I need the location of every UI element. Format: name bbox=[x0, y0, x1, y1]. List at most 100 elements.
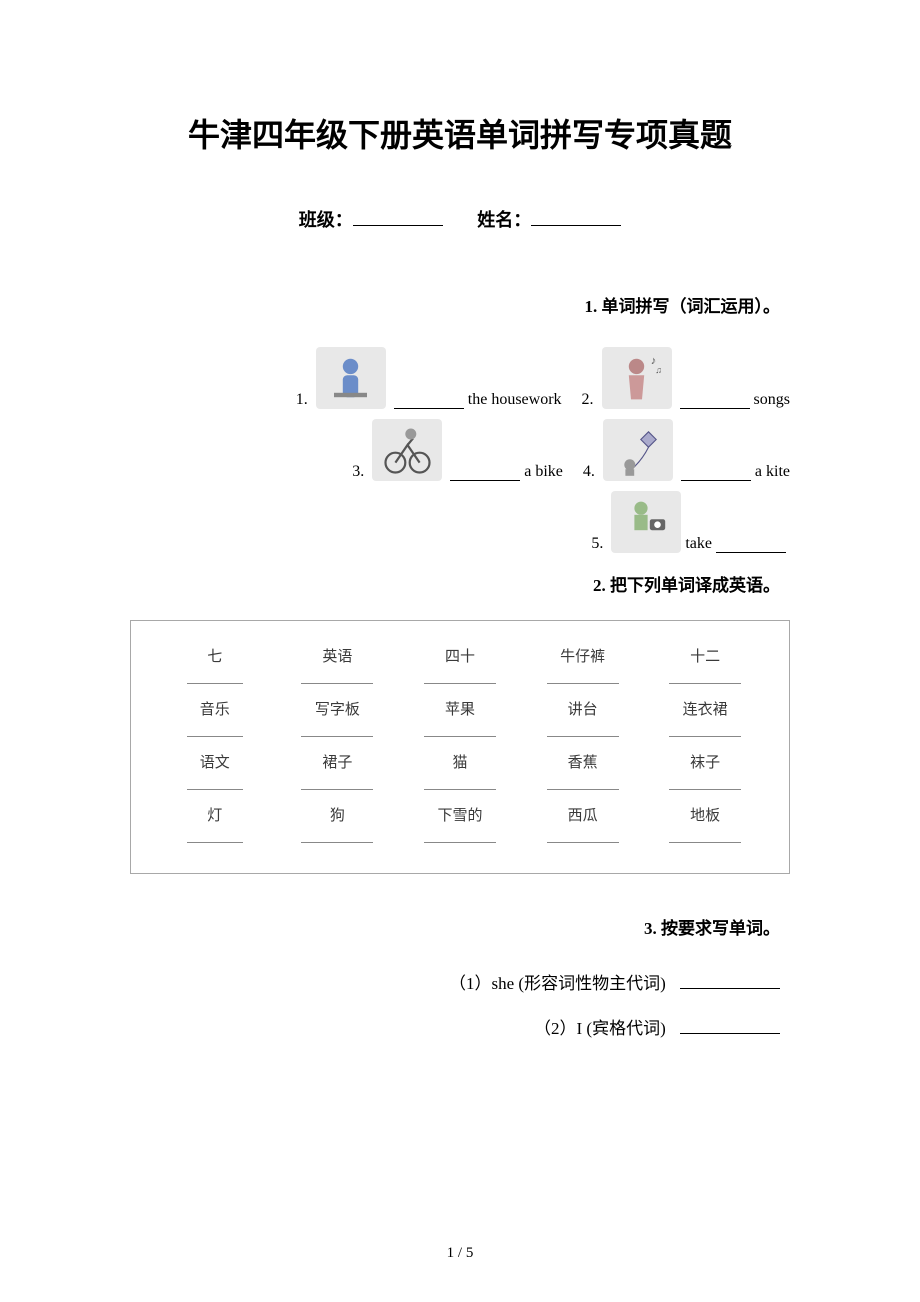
q2-row-2: 音乐 写字板 苹果 讲台 连衣裙 bbox=[161, 698, 759, 719]
q1-item-4: 4. a kite bbox=[583, 419, 790, 481]
header-fields: 班级： 姓名： bbox=[130, 206, 790, 232]
q2-cell: 音乐 bbox=[161, 698, 269, 719]
class-field: 班级： bbox=[299, 206, 443, 232]
q2-cell: 裙子 bbox=[284, 751, 392, 772]
q2-cell: 地板 bbox=[651, 804, 759, 825]
q2-table: 七 英语 四十 牛仔裤 十二 音乐 写字板 苹果 讲台 连衣裙 bbox=[161, 645, 759, 843]
q1-blank-2 bbox=[680, 393, 750, 409]
q2-row-4: 灯 狗 下雪的 西瓜 地板 bbox=[161, 804, 759, 825]
q2-row-1: 七 英语 四十 牛仔裤 十二 bbox=[161, 645, 759, 666]
q2-blank bbox=[284, 778, 392, 790]
q3-heading: 3. 按要求写单词。 bbox=[130, 914, 790, 939]
q2-cell: 下雪的 bbox=[406, 804, 514, 825]
q3-cn-2: (宾格代词) bbox=[586, 1019, 665, 1038]
q1-text-3: a bike bbox=[524, 463, 563, 481]
q2-cell: 猫 bbox=[406, 751, 514, 772]
q2-blank bbox=[161, 672, 269, 684]
q3-body: （1）she (形容词性物主代词) （2）I (宾格代词) bbox=[130, 969, 790, 1039]
q1-row-1: 1. the housework 2. ♪♫ songs bbox=[130, 347, 790, 409]
q1-text-5: take bbox=[685, 535, 712, 553]
q1-blank-3 bbox=[450, 465, 520, 481]
q2-cell: 灯 bbox=[161, 804, 269, 825]
q3-blank-1 bbox=[680, 973, 780, 989]
sing-icon: ♪♫ bbox=[602, 347, 672, 409]
class-blank bbox=[353, 208, 443, 226]
q2-box: 七 英语 四十 牛仔裤 十二 音乐 写字板 苹果 讲台 连衣裙 bbox=[130, 620, 790, 874]
q2-blank bbox=[284, 831, 392, 843]
q2-cell: 连衣裙 bbox=[651, 698, 759, 719]
q3-item-1: （1）she (形容词性物主代词) bbox=[130, 969, 780, 994]
q3-en-1: she bbox=[492, 974, 519, 993]
q2-blank bbox=[529, 725, 637, 737]
name-label: 姓名： bbox=[477, 210, 531, 230]
q2-cell: 苹果 bbox=[406, 698, 514, 719]
q2-cell: 牛仔裤 bbox=[529, 645, 637, 666]
q2-cell: 英语 bbox=[284, 645, 392, 666]
housework-icon bbox=[316, 347, 386, 409]
q3-num-1: （1） bbox=[449, 974, 492, 993]
q1-blank-1 bbox=[394, 393, 464, 409]
q2-blank-row bbox=[161, 725, 759, 737]
q1-heading: 1. 单词拼写（词汇运用）。 bbox=[130, 292, 790, 317]
q2-cell: 写字板 bbox=[284, 698, 392, 719]
q1-text-1: the housework bbox=[468, 391, 562, 409]
q3-cn-1: (形容词性物主代词) bbox=[518, 974, 665, 993]
q1-body: 1. the housework 2. ♪♫ songs 3. bbox=[130, 347, 790, 553]
q2-blank bbox=[284, 725, 392, 737]
q1-blank-4 bbox=[681, 465, 751, 481]
bike-icon bbox=[372, 419, 442, 481]
q1-text-4: a kite bbox=[755, 463, 790, 481]
q3-blank-2 bbox=[680, 1018, 780, 1034]
q2-blank-row bbox=[161, 672, 759, 684]
name-blank bbox=[531, 208, 621, 226]
q1-item-2: 2. ♪♫ songs bbox=[582, 347, 790, 409]
q2-blank bbox=[529, 778, 637, 790]
q2-heading: 2. 把下列单词译成英语。 bbox=[593, 571, 790, 596]
q2-blank bbox=[161, 725, 269, 737]
q2-cell: 四十 bbox=[406, 645, 514, 666]
q2-blank bbox=[529, 831, 637, 843]
q2-blank bbox=[651, 831, 759, 843]
q2-blank bbox=[651, 725, 759, 737]
q2-blank-row bbox=[161, 778, 759, 790]
q1-idx-2: 2. bbox=[582, 391, 594, 409]
q1-idx-3: 3. bbox=[352, 463, 364, 481]
q2-blank bbox=[406, 778, 514, 790]
q2-cell: 七 bbox=[161, 645, 269, 666]
q1-item-3: 3. a bike bbox=[352, 419, 563, 481]
photo-icon bbox=[611, 491, 681, 553]
q1-item-1: 1. the housework bbox=[296, 347, 562, 409]
q1-idx-4: 4. bbox=[583, 463, 595, 481]
q1-idx-1: 1. bbox=[296, 391, 308, 409]
q2-cell: 西瓜 bbox=[529, 804, 637, 825]
q2-blank bbox=[406, 831, 514, 843]
q2-blank bbox=[161, 778, 269, 790]
q2-cell: 袜子 bbox=[651, 751, 759, 772]
page-number: 1 / 5 bbox=[0, 1245, 920, 1262]
q3-item-2: （2）I (宾格代词) bbox=[130, 1014, 780, 1039]
q1-blank-5 bbox=[716, 537, 786, 553]
q2-row-3: 语文 裙子 猫 香蕉 袜子 bbox=[161, 751, 759, 772]
q1-idx-5: 5. bbox=[591, 535, 603, 553]
q3-num-2: （2） bbox=[534, 1019, 577, 1038]
class-label: 班级： bbox=[299, 210, 353, 230]
q1-item-5: 5. take bbox=[591, 491, 790, 553]
worksheet-page: 牛津四年级下册英语单词拼写专项真题 班级： 姓名： 1. 单词拼写（词汇运用）。… bbox=[0, 0, 920, 1302]
page-title: 牛津四年级下册英语单词拼写专项真题 bbox=[130, 110, 790, 156]
q2-blank bbox=[284, 672, 392, 684]
q2-cell: 十二 bbox=[651, 645, 759, 666]
q2-blank bbox=[406, 672, 514, 684]
q2-heading-wrap: 2. 把下列单词译成英语。 bbox=[130, 571, 790, 596]
q2-blank-row bbox=[161, 831, 759, 843]
q2-cell: 狗 bbox=[284, 804, 392, 825]
q2-blank bbox=[406, 725, 514, 737]
svg-text:♫: ♫ bbox=[655, 365, 662, 375]
q2-blank bbox=[651, 778, 759, 790]
q2-blank bbox=[529, 672, 637, 684]
name-field: 姓名： bbox=[477, 206, 621, 232]
q2-cell: 香蕉 bbox=[529, 751, 637, 772]
q1-row-3: 5. take bbox=[130, 491, 790, 553]
q2-cell: 讲台 bbox=[529, 698, 637, 719]
kite-icon bbox=[603, 419, 673, 481]
q2-blank bbox=[161, 831, 269, 843]
